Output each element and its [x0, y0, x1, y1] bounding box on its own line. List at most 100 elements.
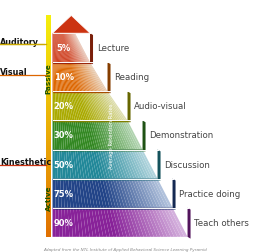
Polygon shape	[91, 150, 100, 179]
Polygon shape	[115, 150, 129, 179]
Polygon shape	[121, 208, 134, 237]
Polygon shape	[75, 63, 87, 92]
Polygon shape	[54, 63, 57, 92]
Polygon shape	[66, 121, 70, 150]
Polygon shape	[67, 63, 75, 92]
Polygon shape	[170, 208, 187, 237]
Bar	[46, 125, 51, 127]
Polygon shape	[116, 121, 131, 150]
Polygon shape	[136, 208, 151, 237]
Polygon shape	[69, 34, 82, 63]
Polygon shape	[68, 121, 73, 150]
Bar	[46, 218, 51, 220]
Polygon shape	[56, 121, 59, 150]
Bar	[46, 116, 51, 117]
Text: 90%: 90%	[54, 218, 74, 227]
Polygon shape	[82, 208, 90, 237]
Bar	[46, 70, 51, 72]
Polygon shape	[115, 208, 127, 237]
Bar	[46, 77, 51, 79]
Polygon shape	[80, 63, 94, 92]
Bar	[46, 215, 51, 217]
Polygon shape	[71, 121, 77, 150]
Polygon shape	[94, 121, 104, 150]
Polygon shape	[106, 92, 128, 121]
Polygon shape	[167, 208, 184, 237]
Polygon shape	[78, 63, 91, 92]
Polygon shape	[69, 121, 75, 150]
Bar	[46, 197, 51, 198]
Bar	[46, 31, 51, 33]
Polygon shape	[59, 63, 63, 92]
Bar	[46, 37, 51, 39]
Polygon shape	[125, 150, 139, 179]
Polygon shape	[66, 150, 71, 179]
Polygon shape	[88, 208, 96, 237]
Bar	[46, 138, 51, 140]
Polygon shape	[100, 179, 109, 208]
Polygon shape	[118, 121, 134, 150]
Bar	[46, 174, 51, 176]
Polygon shape	[58, 121, 62, 150]
Bar	[46, 90, 51, 92]
Polygon shape	[99, 121, 111, 150]
Polygon shape	[55, 34, 58, 63]
Polygon shape	[128, 208, 140, 237]
Bar	[46, 150, 51, 152]
Polygon shape	[82, 63, 98, 92]
Bar	[46, 132, 51, 134]
Polygon shape	[66, 63, 73, 92]
Text: Practice doing: Practice doing	[179, 189, 240, 198]
Polygon shape	[102, 150, 113, 179]
Polygon shape	[105, 121, 118, 150]
Polygon shape	[73, 63, 84, 92]
Polygon shape	[131, 150, 147, 179]
Bar	[46, 72, 51, 73]
Polygon shape	[91, 92, 107, 121]
Bar	[46, 235, 51, 237]
Bar	[46, 114, 51, 116]
Polygon shape	[96, 92, 114, 121]
Polygon shape	[79, 179, 86, 208]
Polygon shape	[63, 63, 69, 92]
Polygon shape	[75, 121, 82, 150]
Text: Active: Active	[46, 184, 51, 210]
Polygon shape	[57, 34, 61, 63]
Polygon shape	[54, 92, 56, 121]
Bar	[46, 40, 51, 42]
Polygon shape	[62, 92, 68, 121]
Polygon shape	[58, 92, 62, 121]
Bar	[46, 202, 51, 204]
Bar	[46, 121, 51, 123]
Polygon shape	[92, 208, 100, 237]
Bar	[46, 66, 51, 68]
Bar	[46, 57, 51, 59]
Polygon shape	[107, 208, 117, 237]
Polygon shape	[76, 208, 83, 237]
Bar	[46, 158, 51, 160]
Bar	[46, 185, 51, 187]
Polygon shape	[122, 121, 138, 150]
Polygon shape	[57, 92, 60, 121]
Bar	[46, 96, 51, 97]
Bar	[46, 228, 51, 230]
Polygon shape	[147, 179, 164, 208]
Bar	[46, 187, 51, 189]
Polygon shape	[113, 150, 126, 179]
Polygon shape	[98, 121, 109, 150]
Polygon shape	[114, 121, 129, 150]
Polygon shape	[71, 34, 84, 63]
Polygon shape	[59, 150, 63, 179]
Polygon shape	[84, 63, 101, 92]
Polygon shape	[79, 63, 92, 92]
Polygon shape	[58, 179, 62, 208]
Polygon shape	[55, 150, 58, 179]
Polygon shape	[138, 150, 155, 179]
Polygon shape	[61, 34, 68, 63]
Text: Audio-visual: Audio-visual	[134, 102, 187, 111]
Polygon shape	[82, 63, 96, 92]
Polygon shape	[70, 208, 76, 237]
Polygon shape	[53, 121, 55, 150]
Polygon shape	[64, 208, 69, 237]
Polygon shape	[73, 34, 87, 63]
